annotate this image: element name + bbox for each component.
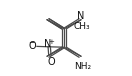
Text: O: O — [28, 41, 36, 51]
Text: CH₃: CH₃ — [74, 22, 90, 31]
Text: O: O — [47, 57, 55, 67]
Text: +: + — [48, 39, 54, 45]
Text: −: − — [28, 39, 34, 48]
Text: NH₂: NH₂ — [74, 62, 91, 71]
Text: N: N — [44, 39, 52, 49]
Text: N: N — [77, 11, 85, 21]
